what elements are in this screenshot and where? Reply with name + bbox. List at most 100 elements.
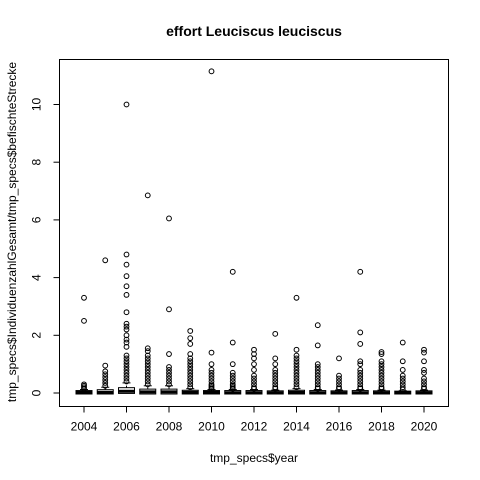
outlier-point: [272, 372, 279, 379]
outlier-point: [102, 380, 109, 386]
outlier-point: [187, 341, 194, 347]
outlier-point: [272, 384, 279, 391]
outlier-point: [123, 273, 130, 280]
outlier-point: [293, 375, 300, 382]
outlier-point: [336, 384, 342, 391]
outlier-point: [123, 332, 130, 339]
outlier-point: [144, 358, 151, 365]
outlier-point: [314, 322, 321, 329]
outlier-point: [314, 378, 321, 385]
outlier-point: [144, 345, 151, 352]
outlier-point: [251, 378, 257, 385]
outlier-point: [314, 367, 321, 373]
box-2006: [118, 101, 135, 394]
outlier-point: [421, 384, 427, 391]
outlier-point: [102, 377, 109, 383]
outlier-point: [123, 361, 130, 368]
outlier-point: [123, 309, 130, 316]
outlier-point: [357, 372, 364, 379]
outlier-point: [399, 372, 406, 379]
outlier-point: [123, 323, 130, 330]
box-2013: [266, 330, 284, 395]
outlier-point: [378, 378, 385, 385]
outlier-point: [166, 215, 172, 222]
outlier-point: [357, 268, 364, 275]
outlier-point: [187, 361, 194, 368]
outlier-point: [166, 381, 172, 388]
outlier-point: [378, 364, 385, 370]
outlier-point: [123, 378, 130, 385]
outlier-point: [314, 381, 321, 388]
outlier-point: [208, 367, 215, 373]
outlier-point: [357, 341, 364, 347]
outlier-point: [166, 306, 172, 313]
outlier-point: [378, 369, 385, 376]
outlier-point: [378, 358, 385, 365]
outlier-point: [251, 367, 257, 373]
outlier-point: [421, 367, 427, 373]
outlier-point: [314, 372, 321, 379]
box-2017: [351, 268, 369, 395]
outlier-point: [336, 355, 342, 362]
outlier-point: [421, 358, 427, 365]
outlier-point: [399, 358, 406, 365]
x-tick-label: 2020: [411, 420, 438, 434]
x-tick-label: 2014: [283, 420, 310, 434]
outlier-point: [123, 339, 130, 346]
box-2009: [181, 328, 199, 395]
outlier-point: [123, 367, 130, 373]
x-tick-label: 2016: [326, 420, 353, 434]
outlier-point: [144, 381, 151, 388]
outlier-point: [378, 375, 385, 382]
outlier-point: [187, 328, 194, 334]
box-2014: [288, 294, 305, 395]
box-2012: [245, 346, 263, 395]
outlier-point: [123, 352, 130, 359]
outlier-point: [293, 352, 300, 359]
outlier-point: [421, 381, 427, 388]
outlier-point: [421, 349, 427, 356]
outlier-point: [378, 384, 385, 391]
outlier-point: [208, 378, 215, 385]
box-2018: [373, 349, 390, 395]
outlier-point: [251, 384, 257, 391]
y-tick-label: 8: [30, 159, 44, 166]
y-tick-label: 4: [30, 274, 44, 281]
outlier-point: [314, 384, 321, 391]
outlier-point: [123, 358, 130, 365]
outlier-point: [144, 364, 151, 370]
outlier-point: [272, 361, 279, 368]
outlier-point: [357, 367, 364, 373]
box-2008: [160, 215, 178, 395]
outlier-point: [251, 381, 257, 388]
outlier-point: [314, 361, 321, 368]
outlier-point: [123, 292, 130, 298]
outlier-point: [421, 369, 427, 376]
x-tick-label: 2018: [368, 420, 395, 434]
box-2010: [203, 68, 220, 395]
outlier-point: [187, 372, 194, 379]
outlier-point: [144, 378, 151, 385]
x-tick-label: 2004: [71, 420, 98, 434]
outlier-point: [314, 342, 321, 349]
outlier-point: [378, 372, 385, 379]
outlier-point: [293, 361, 300, 368]
outlier-point: [399, 381, 406, 388]
outlier-point: [293, 381, 300, 388]
outlier-point: [187, 335, 194, 342]
outlier-point: [123, 372, 130, 379]
outlier-point: [102, 382, 109, 389]
outlier-point: [144, 361, 151, 368]
outlier-point: [293, 372, 300, 379]
outlier-point: [166, 369, 172, 376]
outlier-point: [378, 367, 385, 373]
outlier-point: [357, 381, 364, 388]
outlier-point: [421, 378, 427, 385]
outlier-point: [293, 364, 300, 370]
outlier-point: [102, 374, 109, 381]
outlier-point: [314, 369, 321, 376]
box-layer: [75, 68, 433, 395]
outlier-point: [166, 372, 172, 379]
outlier-point: [314, 375, 321, 382]
